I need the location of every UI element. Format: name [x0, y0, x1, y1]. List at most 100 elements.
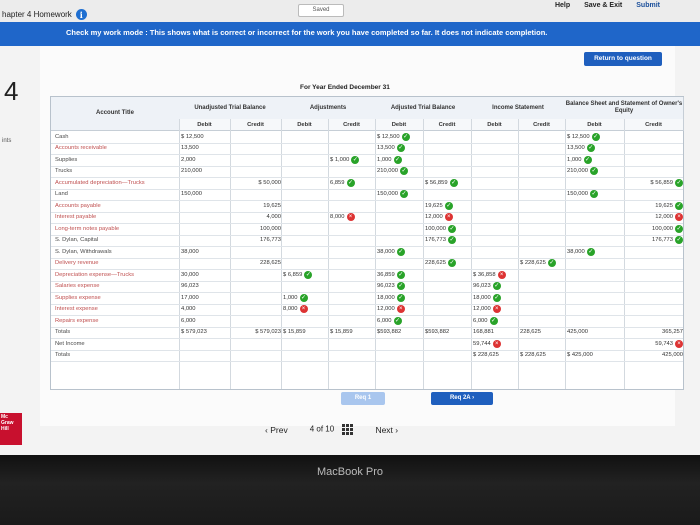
amount-input-ad[interactable]	[281, 154, 330, 165]
amount-input-ac[interactable]	[328, 292, 377, 303]
amount-input-ud[interactable]: 30,000	[179, 269, 232, 280]
amount-input-atc[interactable]: 19,625 ✓	[423, 200, 473, 211]
amount-input-ad[interactable]	[281, 143, 330, 154]
amount-input-isc[interactable]	[518, 246, 567, 257]
amount-input-uc[interactable]: 100,000	[230, 223, 284, 234]
account-title-input[interactable]: S. Dylan, Capital	[55, 237, 99, 243]
amount-input-ad[interactable]	[281, 166, 330, 177]
amount-input-bsd[interactable]	[565, 258, 626, 269]
amount-input-bsc[interactable]	[624, 131, 686, 142]
account-title-input[interactable]: Depreciation expense—Trucks	[55, 271, 135, 278]
amount-input-bsd[interactable]: 1,000 ✓	[565, 154, 626, 165]
amount-input-atc[interactable]: 12,000 ×	[423, 212, 473, 223]
amount-input-uc[interactable]: 176,773	[230, 235, 284, 246]
return-to-question-button[interactable]: Return to question	[584, 52, 662, 66]
amount-input-isc[interactable]: 228,625	[518, 327, 567, 338]
amount-input-uc[interactable]	[230, 166, 284, 177]
amount-input-ad[interactable]	[281, 350, 330, 361]
amount-input-ud[interactable]: $ 579,023	[179, 327, 232, 338]
amount-input-isd[interactable]: $ 36,858 ×	[471, 269, 520, 280]
amount-input-uc[interactable]	[230, 143, 284, 154]
amount-input-bsd[interactable]: 13,500 ✓	[565, 143, 626, 154]
amount-input-ad[interactable]: 8,000 ×	[281, 304, 330, 315]
amount-input-isd[interactable]: 6,000 ✓	[471, 315, 520, 326]
amount-input-isc[interactable]	[518, 166, 567, 177]
amount-input-isd[interactable]	[471, 223, 520, 234]
amount-input-uc[interactable]	[230, 350, 284, 361]
amount-input-isc[interactable]	[518, 212, 567, 223]
amount-input-atd[interactable]	[375, 177, 425, 188]
amount-input-bsd[interactable]	[565, 281, 626, 292]
amount-input-isd[interactable]	[471, 189, 520, 200]
amount-input-atc[interactable]	[423, 189, 473, 200]
amount-input-isd[interactable]: $ 228,625	[471, 350, 520, 361]
amount-input-isc[interactable]	[518, 269, 567, 280]
amount-input-atc[interactable]: 176,773 ✓	[423, 235, 473, 246]
amount-input-ac[interactable]: $ 15,859	[328, 327, 377, 338]
account-title-input[interactable]: Accumulated depreciation—Trucks	[55, 179, 145, 186]
amount-input-atd[interactable]	[375, 258, 425, 269]
amount-input-isd[interactable]	[471, 166, 520, 177]
amount-input-ad[interactable]: $ 15,859	[281, 327, 330, 338]
amount-input-ac[interactable]	[328, 131, 377, 142]
amount-input-uc[interactable]	[230, 315, 284, 326]
amount-input-atc[interactable]	[423, 246, 473, 257]
amount-input-atd[interactable]: 210,000 ✓	[375, 166, 425, 177]
amount-input-ac[interactable]	[328, 350, 377, 361]
amount-input-bsc[interactable]	[624, 143, 686, 154]
req-next-button[interactable]: Req 2A ›	[431, 392, 493, 405]
amount-input-atd[interactable]: 1,000 ✓	[375, 154, 425, 165]
amount-input-ad[interactable]	[281, 200, 330, 211]
amount-input-bsc[interactable]	[624, 315, 686, 326]
amount-input-atc[interactable]	[423, 304, 473, 315]
amount-input-bsd[interactable]: $ 12,500 ✓	[565, 131, 626, 142]
amount-input-bsc[interactable]: 100,000 ✓	[624, 223, 686, 234]
amount-input-atd[interactable]	[375, 200, 425, 211]
amount-input-atd[interactable]	[375, 350, 425, 361]
amount-input-bsc[interactable]	[624, 246, 686, 257]
account-title-input[interactable]: Accounts payable	[55, 202, 101, 209]
amount-input-uc[interactable]	[230, 281, 284, 292]
amount-input-atc[interactable]	[423, 154, 473, 165]
amount-input-ac[interactable]	[328, 315, 377, 326]
amount-input-isc[interactable]	[518, 292, 567, 303]
amount-input-isc[interactable]: $ 228,625	[518, 350, 567, 361]
amount-input-uc[interactable]: 4,000	[230, 212, 284, 223]
amount-input-ad[interactable]	[281, 258, 330, 269]
account-title-input[interactable]: Supplies expense	[55, 294, 101, 301]
amount-input-ud[interactable]	[179, 223, 232, 234]
amount-input-ad[interactable]: 1,000 ✓	[281, 292, 330, 303]
amount-input-ud[interactable]	[179, 338, 232, 349]
amount-input-bsc[interactable]: $ 56,859 ✓	[624, 177, 686, 188]
amount-input-ud[interactable]: 210,000	[179, 166, 232, 177]
amount-input-bsc[interactable]	[624, 281, 686, 292]
amount-input-atd[interactable]: 38,000 ✓	[375, 246, 425, 257]
account-title-input[interactable]: Totals	[55, 329, 71, 335]
amount-input-bsc[interactable]: 176,773 ✓	[624, 235, 686, 246]
amount-input-ud[interactable]: 2,000	[179, 154, 232, 165]
amount-input-bsd[interactable]: 150,000 ✓	[565, 189, 626, 200]
amount-input-atd[interactable]: 6,000 ✓	[375, 315, 425, 326]
account-title-input[interactable]: Delivery revenue	[55, 260, 99, 266]
amount-input-isd[interactable]	[471, 131, 520, 142]
amount-input-bsd[interactable]	[565, 338, 626, 349]
amount-input-isd[interactable]	[471, 143, 520, 154]
amount-input-atd[interactable]: $ 12,500 ✓	[375, 131, 425, 142]
amount-input-bsd[interactable]: 425,000	[565, 327, 626, 338]
account-title-input[interactable]: Net Income	[55, 340, 85, 347]
amount-input-ud[interactable]: $ 12,500	[179, 131, 232, 142]
amount-input-isd[interactable]: 168,881	[471, 327, 520, 338]
amount-input-atc[interactable]: $593,882	[423, 327, 473, 338]
amount-input-bsd[interactable]	[565, 292, 626, 303]
amount-input-ac[interactable]	[328, 166, 377, 177]
account-title-input[interactable]: Cash	[55, 133, 69, 140]
amount-input-bsc[interactable]	[624, 292, 686, 303]
amount-input-atc[interactable]	[423, 315, 473, 326]
grid-icon[interactable]	[342, 424, 354, 435]
amount-input-ud[interactable]	[179, 200, 232, 211]
amount-input-uc[interactable]: 19,625	[230, 200, 284, 211]
account-title-input[interactable]: Supplies	[55, 156, 78, 163]
amount-input-isd[interactable]	[471, 177, 520, 188]
amount-input-ud[interactable]: 96,023	[179, 281, 232, 292]
amount-input-bsc[interactable]	[624, 154, 686, 165]
